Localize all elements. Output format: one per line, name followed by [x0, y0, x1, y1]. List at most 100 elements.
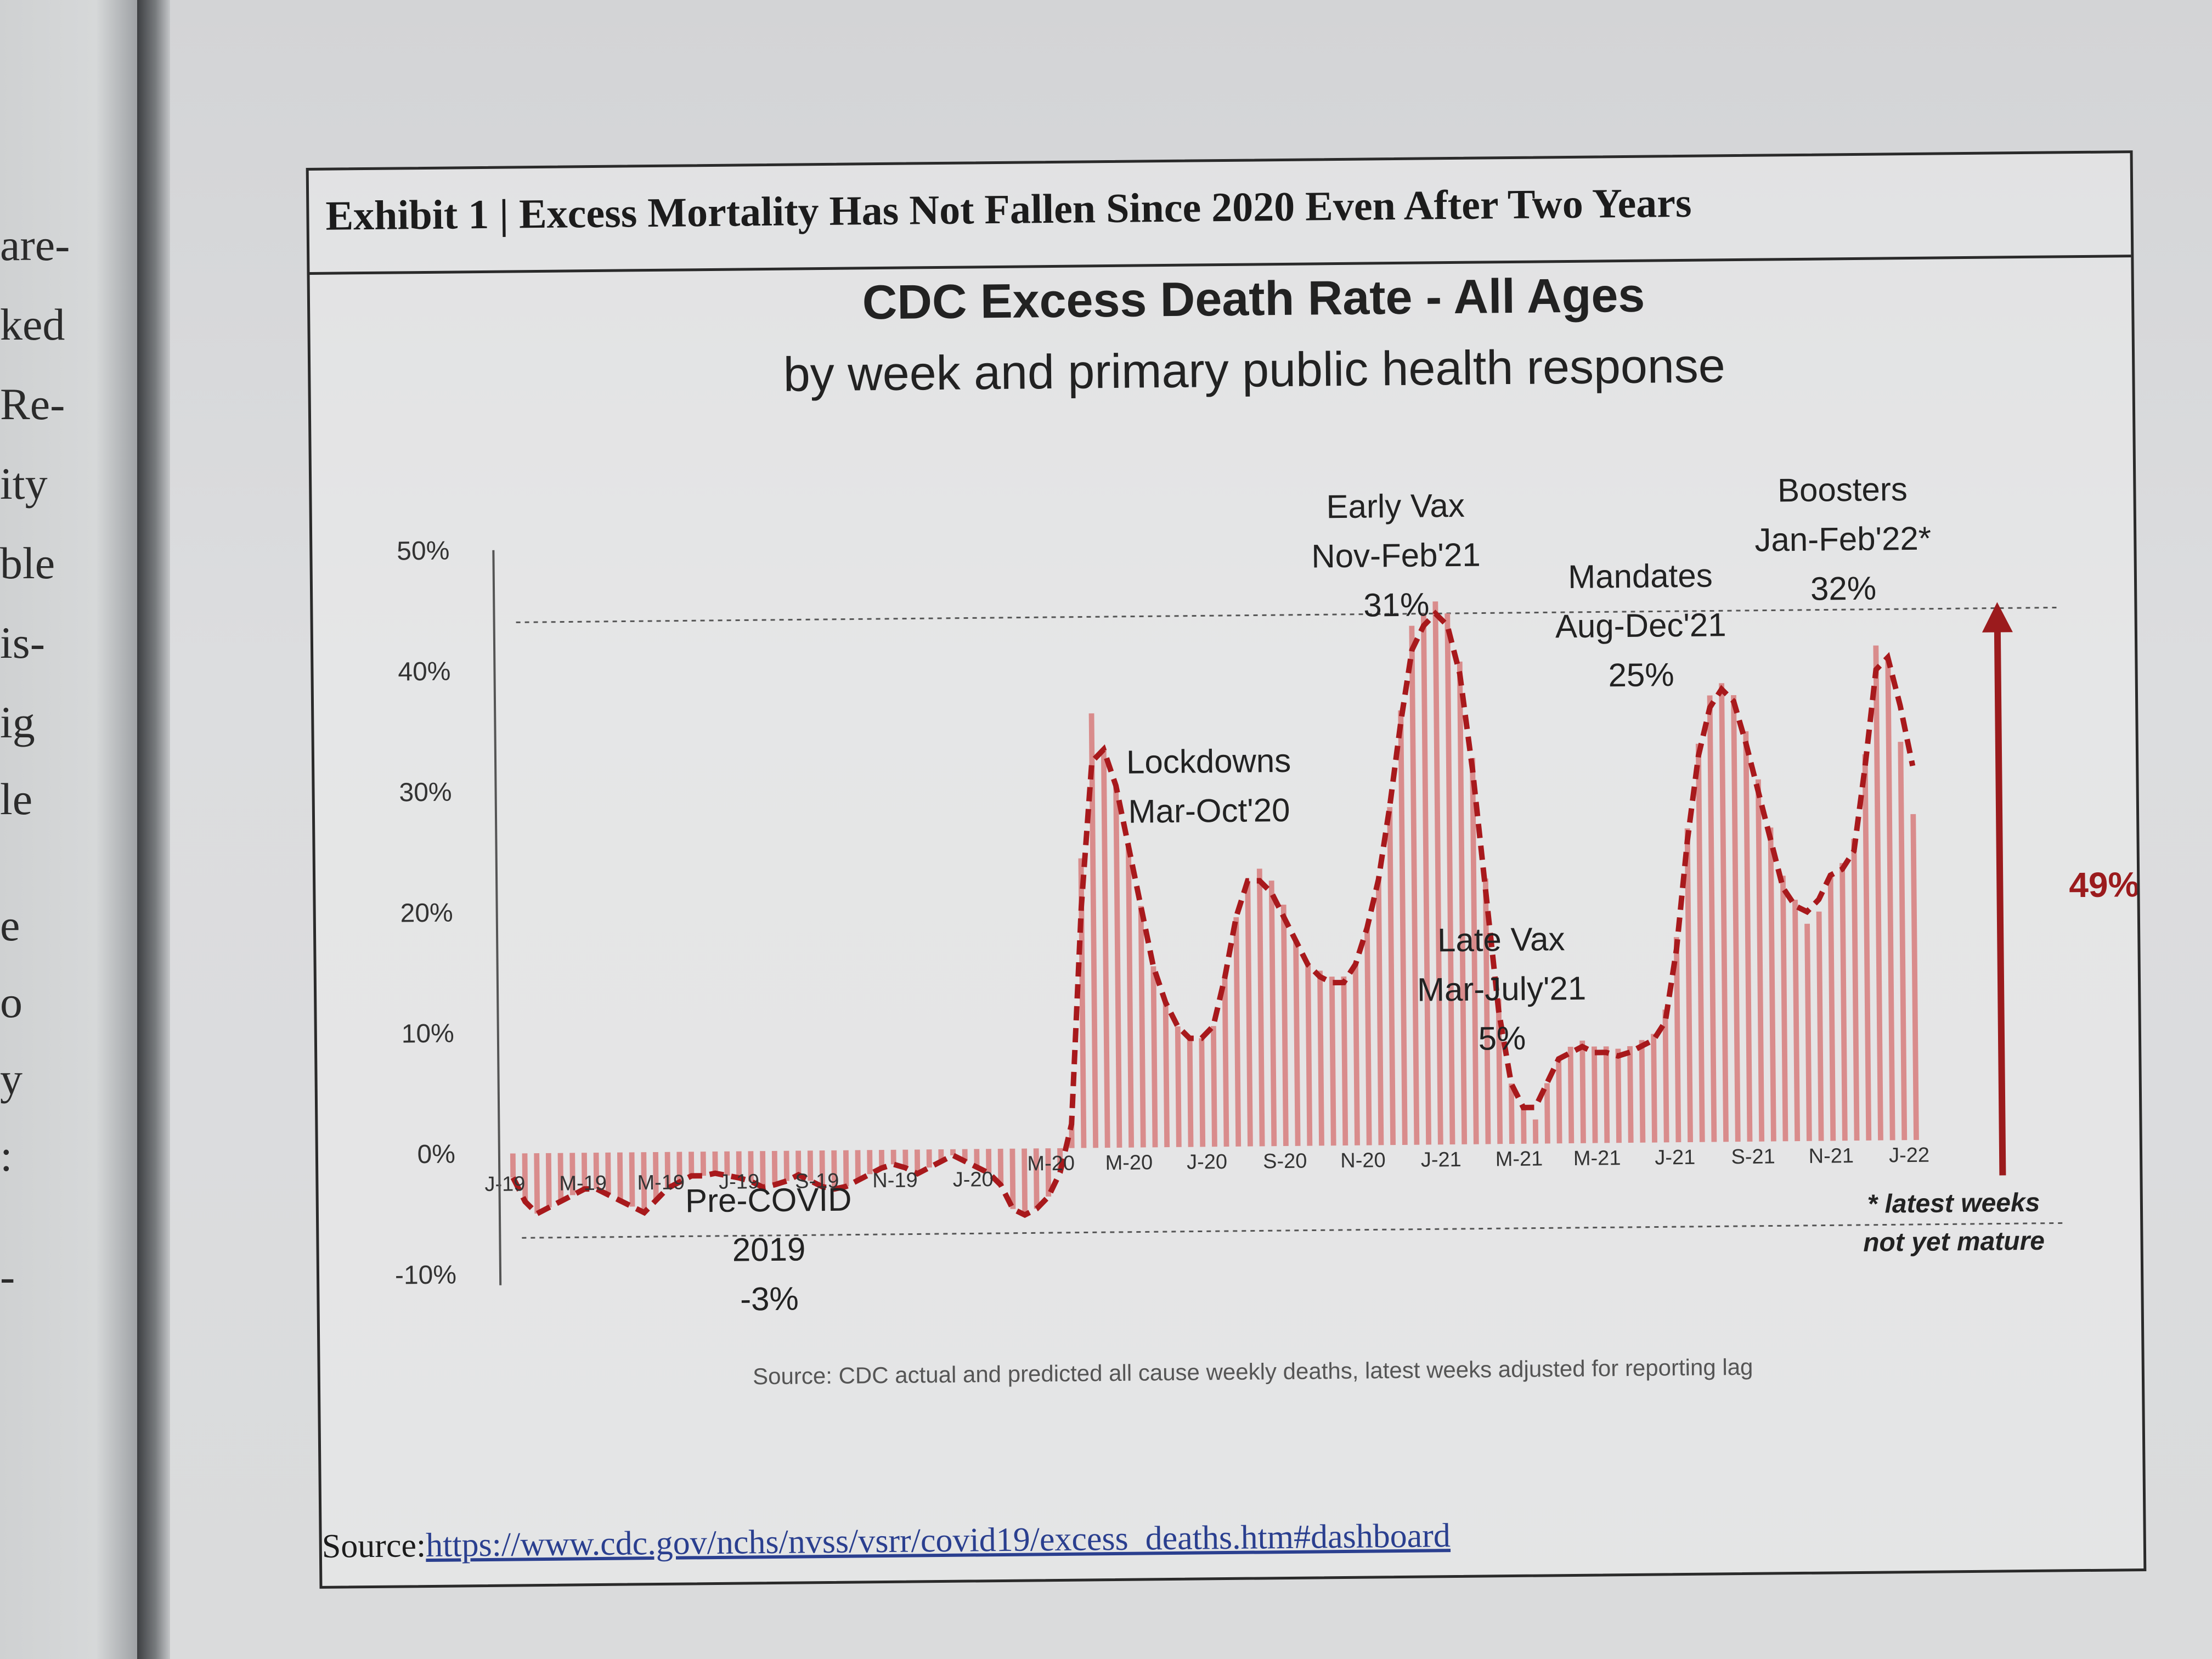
- annotation-line: Aug-Dec'21: [1555, 606, 1726, 645]
- bar: [1521, 1107, 1527, 1144]
- bar: [724, 1151, 730, 1176]
- bar: [1187, 1038, 1194, 1147]
- bar: [1873, 645, 1883, 1141]
- bar: [1364, 928, 1372, 1146]
- y-tick-label: 0%: [417, 1140, 455, 1170]
- bar: [986, 1149, 992, 1173]
- annotation-line: -3%: [740, 1280, 799, 1318]
- left-page-text-fragment: ig: [0, 697, 35, 747]
- source-label: Source:: [321, 1527, 426, 1565]
- x-tick-label: M-19: [559, 1172, 607, 1195]
- bar: [1743, 731, 1753, 1142]
- bar: [557, 1153, 564, 1201]
- bar: [1125, 845, 1135, 1148]
- bar: [819, 1150, 826, 1187]
- excess-death-chart: CDC Excess Death Rate - All Ages by week…: [395, 268, 2140, 1390]
- chart-source-note: Source: CDC actual and predicted all cau…: [753, 1354, 1753, 1390]
- range-arrow: 49%: [1982, 602, 2140, 1176]
- chart-annotations: Pre-COVID 2019 -3% Lockdowns Mar-Oct'20 Early…: [685, 471, 1932, 1318]
- left-page-text-fragment: :: [0, 1131, 13, 1181]
- annotation-line: Mar-July'21: [1417, 970, 1587, 1008]
- annotation-line: Mandates: [1568, 557, 1713, 595]
- left-page-text-fragment: ity: [0, 459, 48, 509]
- bar: [1592, 1046, 1598, 1143]
- bar: [1603, 1046, 1610, 1143]
- chart-footnote: * latest weeks not yet mature: [1863, 1188, 2045, 1257]
- bar: [653, 1152, 659, 1201]
- bar: [1398, 710, 1408, 1145]
- range-arrow-label: 49%: [2069, 865, 2140, 905]
- bar: [569, 1153, 575, 1195]
- annotation: Late Vax Mar-July'21 5%: [1417, 921, 1587, 1057]
- source-link[interactable]: https://www.cdc.gov/nchs/nvss/vsrr/covid…: [425, 1517, 1451, 1565]
- bar: [1009, 1148, 1016, 1209]
- bar: [1293, 940, 1301, 1146]
- left-book-page: [0, 0, 137, 1659]
- bar: [867, 1150, 873, 1175]
- bar: [1755, 779, 1765, 1142]
- footnote-line: not yet mature: [1863, 1227, 2045, 1257]
- annotation-line: Early Vax: [1326, 487, 1465, 525]
- annotation-line: Mar-Oct'20: [1128, 792, 1290, 830]
- bar: [522, 1153, 528, 1202]
- bar: [914, 1149, 921, 1174]
- y-axis-ticks: 50% 40% 30% 20% 10% 0% -10%: [395, 537, 457, 1290]
- bar: [664, 1152, 671, 1188]
- x-tick-label: J-21: [1421, 1148, 1462, 1172]
- exhibit-title: Exhibit 1 | Excess Mortality Has Not Fal…: [325, 179, 1692, 239]
- bar: [593, 1153, 600, 1189]
- bar: [748, 1151, 754, 1182]
- annotation-line: 5%: [1478, 1020, 1526, 1057]
- bar: [629, 1152, 635, 1207]
- x-tick-label: S-19: [795, 1170, 839, 1193]
- left-page-text-fragment: -: [0, 1251, 15, 1301]
- bar: [1101, 749, 1110, 1148]
- y-tick-label: 10%: [401, 1019, 454, 1049]
- bar: [855, 1150, 861, 1181]
- bar: [617, 1152, 623, 1201]
- bar: [1409, 625, 1420, 1145]
- x-tick-label: N-19: [872, 1169, 918, 1192]
- bar: [1280, 904, 1289, 1147]
- x-tick-label: M-20: [1027, 1152, 1075, 1176]
- bar: [689, 1152, 695, 1176]
- bar: [1233, 917, 1242, 1147]
- bar: [1839, 863, 1848, 1141]
- bar: [1780, 876, 1788, 1142]
- bar: [1707, 695, 1717, 1142]
- bar: [1341, 976, 1348, 1146]
- bar: [795, 1150, 802, 1175]
- bar: [1695, 743, 1705, 1142]
- bar: [1532, 1119, 1539, 1144]
- annotation: Mandates Aug-Dec'21 25%: [1555, 557, 1726, 693]
- bar: [545, 1153, 552, 1207]
- x-tick-label: N-21: [1808, 1144, 1854, 1168]
- bar: [783, 1150, 789, 1181]
- bar: [534, 1153, 540, 1214]
- bar: [510, 1153, 516, 1178]
- bar: [1175, 1026, 1182, 1147]
- x-tick-label: J-19: [719, 1170, 759, 1194]
- bar: [771, 1150, 778, 1185]
- bar: [1719, 683, 1729, 1142]
- annotation-line: Pre-COVID: [685, 1181, 852, 1220]
- reference-line-trough: [522, 1222, 2064, 1239]
- y-tick-label: -10%: [395, 1261, 457, 1290]
- bar-series: [510, 601, 1919, 1215]
- chart-subtitle: by week and primary public health respon…: [783, 338, 1725, 401]
- bar: [890, 1149, 896, 1165]
- left-page-text-fragment: Re-: [0, 379, 65, 429]
- bar: [1615, 1048, 1622, 1143]
- bar: [1651, 1034, 1657, 1143]
- bar: [1792, 900, 1801, 1142]
- bar: [1268, 881, 1277, 1147]
- bar: [1245, 881, 1253, 1147]
- bar: [902, 1149, 909, 1168]
- bar: [974, 1149, 980, 1167]
- bar: [1113, 785, 1122, 1148]
- chart-title: CDC Excess Death Rate - All Ages: [862, 268, 1645, 330]
- chart-gridlines: [516, 606, 2064, 1239]
- bar: [712, 1151, 718, 1173]
- bar: [1816, 911, 1824, 1141]
- bar: [736, 1151, 742, 1178]
